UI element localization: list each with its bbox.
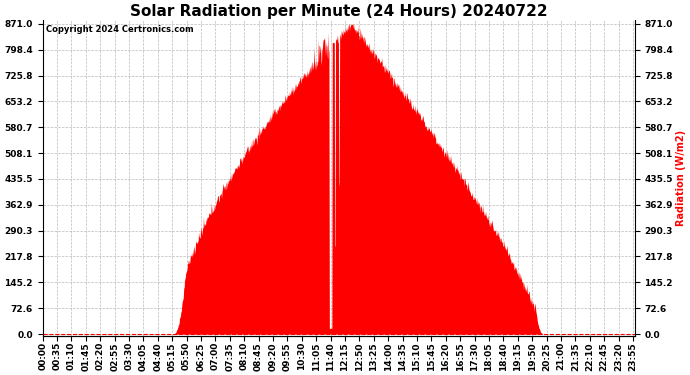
Y-axis label: Radiation (W/m2): Radiation (W/m2) <box>676 130 686 226</box>
Title: Solar Radiation per Minute (24 Hours) 20240722: Solar Radiation per Minute (24 Hours) 20… <box>130 4 547 19</box>
Text: Copyright 2024 Certronics.com: Copyright 2024 Certronics.com <box>46 25 193 34</box>
